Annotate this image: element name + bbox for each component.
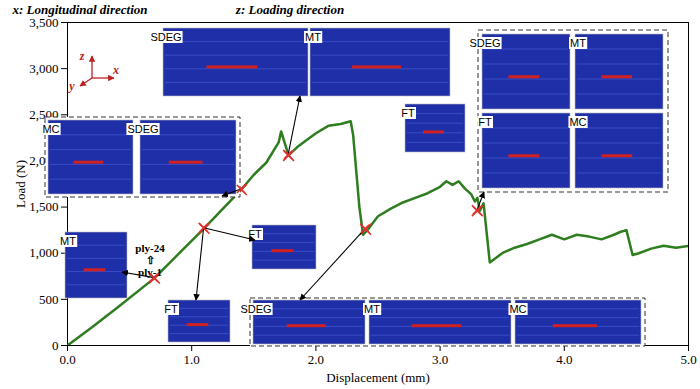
svg-text:⇧: ⇧ xyxy=(146,254,155,266)
svg-text:SDEG: SDEG xyxy=(240,303,271,315)
svg-text:MC: MC xyxy=(509,303,526,315)
svg-text:2.0: 2.0 xyxy=(308,352,324,367)
svg-text:3.0: 3.0 xyxy=(432,352,448,367)
svg-text:x: Longitudinal direction: x: Longitudinal direction xyxy=(11,2,147,17)
svg-text:0.0: 0.0 xyxy=(59,352,75,367)
svg-text:FT: FT xyxy=(478,116,492,128)
svg-text:2,000: 2,000 xyxy=(29,153,59,169)
svg-text:MC: MC xyxy=(42,123,59,135)
svg-text:Load (N): Load (N) xyxy=(13,160,28,208)
svg-text:1,500: 1,500 xyxy=(29,199,58,214)
svg-text:5.0: 5.0 xyxy=(680,352,696,367)
svg-text:ply-1: ply-1 xyxy=(138,266,162,278)
svg-text:z: Loading direction: z: Loading direction xyxy=(235,2,344,17)
svg-text:MT: MT xyxy=(364,303,380,315)
svg-text:Displacement (mm): Displacement (mm) xyxy=(326,370,430,385)
svg-text:ply-24: ply-24 xyxy=(135,242,165,254)
svg-text:SDEG: SDEG xyxy=(469,37,500,49)
svg-text:SDEG: SDEG xyxy=(127,123,158,135)
svg-text:SDEG: SDEG xyxy=(150,31,181,43)
svg-text:FT: FT xyxy=(164,303,178,315)
svg-text:x: x xyxy=(112,63,119,77)
svg-text:MT: MT xyxy=(570,37,586,49)
svg-text:FT: FT xyxy=(248,228,262,240)
svg-text:500: 500 xyxy=(39,292,59,307)
svg-text:0: 0 xyxy=(52,338,59,353)
svg-text:MT: MT xyxy=(60,235,76,247)
svg-text:1,000: 1,000 xyxy=(29,245,58,260)
svg-text:z: z xyxy=(79,49,85,63)
svg-text:3,500: 3,500 xyxy=(29,14,59,30)
svg-text:1.0: 1.0 xyxy=(184,352,200,367)
svg-text:3,000: 3,000 xyxy=(29,61,58,76)
svg-text:MT: MT xyxy=(305,31,321,43)
svg-text:MC: MC xyxy=(569,116,586,128)
svg-text:FT: FT xyxy=(401,107,415,119)
svg-text:2,500: 2,500 xyxy=(29,106,59,122)
svg-text:y: y xyxy=(67,79,75,93)
svg-text:4.0: 4.0 xyxy=(556,352,572,367)
